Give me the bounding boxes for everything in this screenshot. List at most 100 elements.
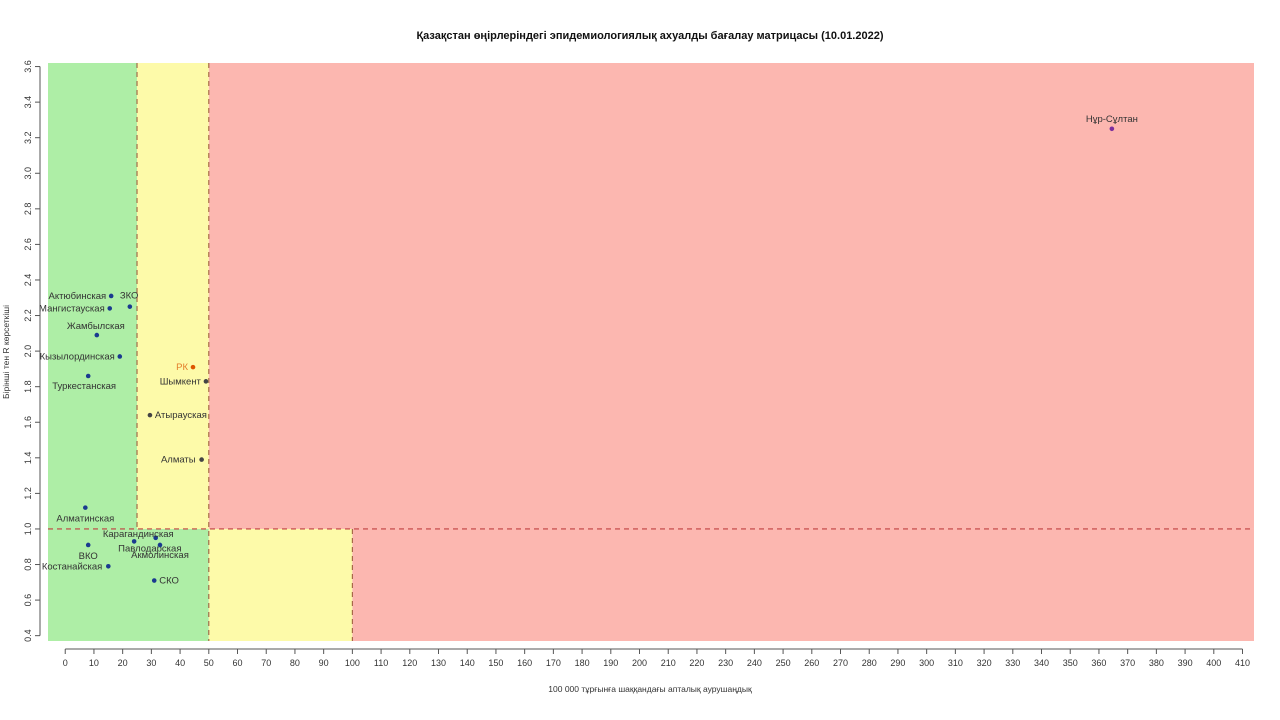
data-point <box>83 505 88 510</box>
y-tick-label: 3.6 <box>23 60 33 73</box>
data-label: ВКО <box>79 551 98 562</box>
data-point <box>153 535 158 541</box>
data-point <box>1109 126 1115 132</box>
y-axis-title: Бірінші тен R көрсеткіші <box>1 305 11 399</box>
y-tick-label: 3.0 <box>23 167 33 180</box>
x-tick-label: 390 <box>1178 658 1193 668</box>
y-tick-label: 2.0 <box>23 345 33 358</box>
data-label: Нұр-Сұлтан <box>1086 114 1138 125</box>
zone-2 <box>208 63 1254 529</box>
data-label: Кызылординская <box>40 351 115 362</box>
x-tick-label: 210 <box>661 658 676 668</box>
y-tick-label: 3.4 <box>23 96 33 109</box>
data-label: СКО <box>159 576 179 587</box>
zone-1 <box>137 63 209 529</box>
zone-3 <box>48 528 209 641</box>
x-tick-label: 120 <box>402 658 417 668</box>
x-tick-label: 190 <box>603 658 618 668</box>
x-tick-label: 20 <box>118 658 128 668</box>
data-label: Алматинская <box>56 514 114 525</box>
y-axis-ticks: 0.4 0.6 0.8 1.0 1.2 1.4 1.6 1.8 2.0 2.2 2.4 2.6 2.8 3… <box>23 60 40 642</box>
data-point <box>117 354 123 359</box>
y-tick-label: 1.2 <box>23 487 33 500</box>
y-tick-label: 0.8 <box>23 558 33 571</box>
x-tick-label: 240 <box>747 658 762 668</box>
x-tick-label: 10 <box>89 658 99 668</box>
x-tick-label: 380 <box>1149 658 1164 668</box>
x-tick-label: 160 <box>517 658 532 668</box>
x-tick-label: 280 <box>862 658 877 668</box>
x-tick-label: 360 <box>1091 658 1106 668</box>
data-point <box>147 412 153 418</box>
y-tick-label: 1.6 <box>23 416 33 429</box>
data-point <box>106 564 111 569</box>
data-label: Павлодарская <box>118 543 181 554</box>
y-tick-label: 0.4 <box>23 629 33 642</box>
y-tick-label: 2.2 <box>23 309 33 322</box>
x-tick-label: 140 <box>460 658 475 668</box>
y-tick-label: 2.6 <box>23 238 33 251</box>
data-label: Акмолинская <box>131 550 189 561</box>
x-tick-label: 0 <box>63 658 68 668</box>
x-tick-label: 320 <box>977 658 992 668</box>
data-point <box>190 364 196 370</box>
risk-zones <box>48 63 1254 641</box>
chart-title: Қазақстан өңірлеріндегі эпидемиологиялық… <box>416 30 884 42</box>
x-tick-label: 30 <box>146 658 156 668</box>
zone-0 <box>48 63 138 529</box>
x-tick-label: 70 <box>261 658 271 668</box>
data-point <box>127 304 133 309</box>
y-tick-label: 1.8 <box>23 380 33 393</box>
data-point <box>107 306 113 311</box>
y-tick-label: 3.2 <box>23 131 33 144</box>
data-label: Костанайская <box>42 561 102 572</box>
data-point <box>85 542 91 548</box>
x-tick-label: 330 <box>1005 658 1020 668</box>
threshold-lines <box>48 63 1254 641</box>
x-tick-label: 150 <box>488 658 503 668</box>
data-point <box>199 457 204 462</box>
data-label: Жамбылская <box>67 321 125 332</box>
data-label: Атырауская <box>155 410 207 421</box>
x-tick-label: 370 <box>1120 658 1135 668</box>
x-tick-label: 340 <box>1034 658 1049 668</box>
x-axis-title: 100 000 тұрғынға шаққандағы апталық ауру… <box>548 684 752 694</box>
data-point <box>108 293 114 299</box>
data-label: Алматы <box>161 455 196 466</box>
data-point <box>203 379 209 384</box>
x-tick-label: 410 <box>1235 658 1250 668</box>
data-point <box>157 542 163 548</box>
data-label: Мангистауская <box>39 303 105 314</box>
x-tick-label: 90 <box>319 658 329 668</box>
data-label: ЗКО <box>120 291 139 302</box>
x-tick-label: 80 <box>290 658 300 668</box>
x-tick-label: 220 <box>689 658 704 668</box>
x-tick-label: 100 <box>345 658 360 668</box>
x-tick-label: 270 <box>833 658 848 668</box>
x-tick-label: 200 <box>632 658 647 668</box>
y-tick-label: 1.0 <box>23 523 33 536</box>
x-tick-label: 250 <box>776 658 791 668</box>
x-tick-label: 400 <box>1206 658 1221 668</box>
x-tick-label: 130 <box>431 658 446 668</box>
x-axis-ticks: 0 10 20 30 40 50 60 70 80 90 100 110 120 130 140 150 160… <box>63 649 1250 668</box>
x-tick-label: 310 <box>948 658 963 668</box>
data-label: Карагандинская <box>103 529 174 540</box>
data-point <box>151 578 157 583</box>
data-label: Туркестанская <box>52 381 116 392</box>
x-tick-label: 290 <box>890 658 905 668</box>
y-tick-label: 0.6 <box>23 594 33 607</box>
data-point <box>85 373 91 379</box>
data-point <box>131 539 137 544</box>
x-tick-label: 50 <box>204 658 214 668</box>
x-tick-label: 110 <box>374 658 388 668</box>
x-tick-label: 350 <box>1063 658 1078 668</box>
y-tick-label: 1.4 <box>23 452 33 465</box>
x-tick-label: 60 <box>233 658 243 668</box>
data-label: Актюбинская <box>49 291 107 302</box>
x-tick-label: 180 <box>575 658 590 668</box>
x-tick-label: 300 <box>919 658 934 668</box>
zone-5 <box>352 528 1254 641</box>
data-label: РК <box>176 362 188 373</box>
